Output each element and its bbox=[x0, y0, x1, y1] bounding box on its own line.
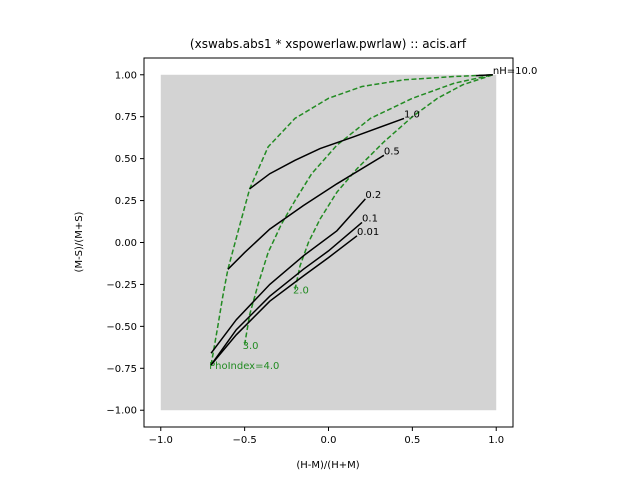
phoindex-curve bbox=[243, 74, 494, 345]
nh-label: 0.1 bbox=[362, 213, 378, 224]
nh-curve bbox=[249, 117, 405, 190]
x-tick-label: 0.0 bbox=[321, 435, 337, 446]
x-tick-label: 0.5 bbox=[404, 435, 420, 446]
y-axis-label: (M-S)/(M+S) bbox=[74, 211, 85, 272]
y-tick-label: −0.75 bbox=[106, 364, 137, 375]
phoindex-curve bbox=[210, 74, 493, 366]
nh-curve bbox=[210, 198, 366, 354]
nh-label: 0.01 bbox=[357, 227, 379, 238]
y-tick-label: 0.00 bbox=[115, 238, 137, 249]
nh-curve bbox=[210, 221, 363, 366]
nh-curve bbox=[227, 154, 385, 270]
y-tick-label: −0.50 bbox=[106, 322, 137, 333]
x-axis-ticks: −1.0 −0.5 0.0 0.5 1.0 bbox=[149, 427, 504, 446]
y-tick-label: 1.00 bbox=[115, 70, 137, 81]
x-tick-label: −1.0 bbox=[149, 435, 173, 446]
phoindex-curve bbox=[294, 74, 494, 290]
y-tick-label: −1.00 bbox=[106, 406, 137, 417]
nh-label: 0.5 bbox=[384, 146, 400, 157]
y-tick-label: 0.25 bbox=[115, 196, 137, 207]
phoindex-curves: PhoIndex=4.0 3.0 2.0 bbox=[209, 74, 494, 372]
phoindex-label: 3.0 bbox=[243, 341, 259, 352]
nh-curve bbox=[476, 74, 493, 77]
background-region bbox=[160, 74, 497, 411]
nh-label: 1.0 bbox=[404, 109, 420, 120]
x-tick-label: −0.5 bbox=[232, 435, 256, 446]
x-axis-label: (H-M)/(H+M) bbox=[296, 460, 359, 471]
phoindex-label: PhoIndex=4.0 bbox=[209, 361, 279, 372]
y-tick-label: 0.50 bbox=[115, 154, 137, 165]
chart-title: (xswabs.abs1 * xspowerlaw.pwrlaw) :: aci… bbox=[190, 37, 467, 51]
nh-label: 0.2 bbox=[365, 190, 381, 201]
y-axis-ticks: −1.00 −0.75 −0.50 −0.25 0.00 0.25 0.50 0.75 1.00 bbox=[106, 70, 144, 417]
y-tick-label: −0.25 bbox=[106, 280, 137, 291]
nh-curves: 0.01 0.1 0.2 0.5 1.0 nH=10.0 bbox=[210, 66, 538, 366]
phoindex-label: 2.0 bbox=[293, 285, 309, 296]
nh-curve bbox=[210, 235, 358, 366]
y-tick-label: 0.75 bbox=[115, 112, 137, 123]
x-tick-label: 1.0 bbox=[488, 435, 504, 446]
nh-label: nH=10.0 bbox=[493, 66, 538, 77]
